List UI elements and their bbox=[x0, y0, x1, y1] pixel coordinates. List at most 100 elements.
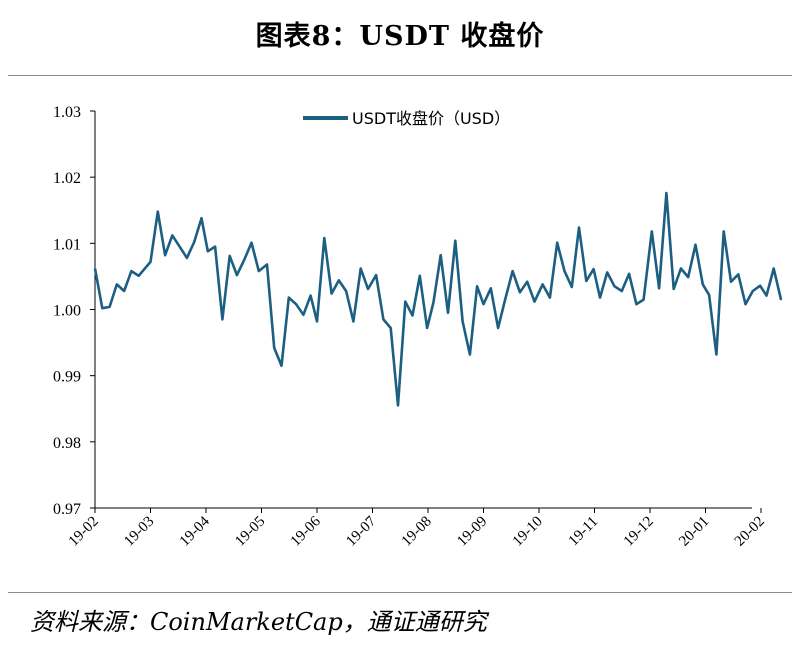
x-tick-label: 19-06 bbox=[288, 513, 324, 549]
data-point bbox=[476, 285, 478, 288]
data-point bbox=[419, 275, 421, 277]
data-point bbox=[708, 294, 710, 296]
data-point bbox=[658, 287, 660, 290]
data-point bbox=[563, 270, 566, 272]
data-point bbox=[359, 267, 362, 270]
data-point bbox=[556, 241, 558, 244]
y-axis-ticks: 1.03 1.02 1.01 1.00 0.99 0.98 0.97 bbox=[53, 104, 95, 518]
data-point bbox=[497, 327, 499, 329]
data-point bbox=[744, 303, 747, 306]
data-point bbox=[759, 284, 761, 287]
data-point bbox=[323, 237, 326, 239]
y-tick-label: 0.97 bbox=[53, 501, 81, 518]
series-line bbox=[93, 191, 783, 407]
x-tick-label: 19-07 bbox=[343, 513, 379, 549]
data-point bbox=[164, 254, 166, 256]
page-title: 图表8：USDT 收盘价 bbox=[255, 21, 545, 52]
data-point bbox=[526, 280, 528, 283]
data-point bbox=[665, 192, 668, 194]
data-point bbox=[651, 230, 653, 233]
x-tick-label: 19-09 bbox=[454, 514, 490, 550]
x-tick-label: 19-08 bbox=[399, 514, 435, 550]
data-point bbox=[599, 296, 601, 299]
data-point bbox=[730, 280, 732, 283]
top-divider bbox=[8, 75, 792, 76]
data-point bbox=[585, 280, 588, 282]
data-point bbox=[765, 294, 768, 297]
data-point bbox=[157, 210, 159, 213]
data-point bbox=[375, 274, 377, 276]
data-point bbox=[432, 301, 435, 304]
data-point bbox=[780, 298, 782, 301]
data-point bbox=[236, 274, 238, 276]
data-point bbox=[461, 320, 464, 323]
data-point bbox=[338, 279, 340, 282]
data-point bbox=[116, 283, 118, 286]
data-point bbox=[571, 286, 573, 288]
data-point bbox=[193, 241, 195, 243]
data-point bbox=[266, 263, 268, 266]
y-tick-label: 1.03 bbox=[53, 104, 81, 121]
data-point bbox=[404, 300, 407, 303]
data-point bbox=[672, 288, 675, 290]
data-point bbox=[541, 283, 544, 286]
data-point bbox=[578, 226, 580, 229]
x-tick-label: 19-10 bbox=[510, 514, 546, 550]
data-point bbox=[250, 241, 253, 244]
data-point bbox=[447, 312, 449, 314]
y-tick-label: 1.01 bbox=[53, 236, 81, 253]
data-point bbox=[426, 327, 428, 329]
data-point bbox=[606, 271, 608, 274]
chart-legend: USDT收盘价（USD） bbox=[303, 109, 510, 128]
data-point bbox=[687, 276, 689, 278]
y-tick-label: 1.00 bbox=[53, 303, 81, 320]
data-point bbox=[490, 287, 492, 290]
y-tick-label: 1.02 bbox=[53, 170, 81, 187]
x-tick-label: 20-01 bbox=[676, 514, 712, 550]
data-point bbox=[221, 318, 224, 321]
x-tick-label: 19-04 bbox=[177, 513, 213, 549]
data-point bbox=[367, 288, 369, 290]
data-point bbox=[101, 307, 104, 310]
data-point bbox=[389, 327, 392, 329]
data-point bbox=[680, 267, 682, 270]
data-point bbox=[258, 270, 260, 272]
data-point bbox=[94, 267, 96, 270]
data-point bbox=[628, 273, 630, 275]
x-tick-label: 19-05 bbox=[232, 514, 268, 550]
source-note: 资料来源：CoinMarketCap，通证通研究 bbox=[30, 608, 487, 636]
data-point bbox=[454, 239, 457, 242]
y-tick-label: 0.98 bbox=[53, 435, 81, 452]
data-point bbox=[482, 303, 485, 306]
data-point bbox=[397, 404, 399, 407]
data-point bbox=[273, 347, 276, 349]
data-point bbox=[382, 318, 385, 321]
data-point bbox=[302, 314, 305, 316]
data-point bbox=[228, 255, 231, 257]
data-point bbox=[519, 291, 521, 294]
data-point bbox=[200, 217, 203, 219]
x-tick-label: 19-03 bbox=[121, 514, 157, 550]
x-tick-label: 19-02 bbox=[66, 514, 102, 550]
data-point bbox=[207, 250, 209, 253]
data-point bbox=[737, 273, 740, 276]
data-point bbox=[214, 245, 216, 248]
series-layer bbox=[93, 191, 783, 407]
bottom-divider bbox=[8, 592, 792, 593]
data-point bbox=[309, 294, 312, 297]
data-point bbox=[722, 230, 725, 233]
data-point bbox=[330, 292, 333, 295]
data-point bbox=[108, 306, 111, 308]
data-point bbox=[642, 298, 645, 301]
data-point bbox=[243, 259, 245, 261]
data-point bbox=[288, 296, 290, 299]
legend-label: USDT收盘价（USD） bbox=[352, 109, 510, 128]
x-axis-ticks: 19-02 19-03 19-04 19-05 19-06 19-07 19-08 19-09… bbox=[66, 508, 768, 550]
data-point bbox=[178, 245, 181, 248]
data-point bbox=[352, 320, 355, 323]
data-point bbox=[469, 353, 471, 356]
data-point bbox=[123, 290, 125, 292]
data-point bbox=[316, 320, 318, 323]
data-point bbox=[280, 364, 283, 367]
data-point bbox=[715, 353, 718, 356]
